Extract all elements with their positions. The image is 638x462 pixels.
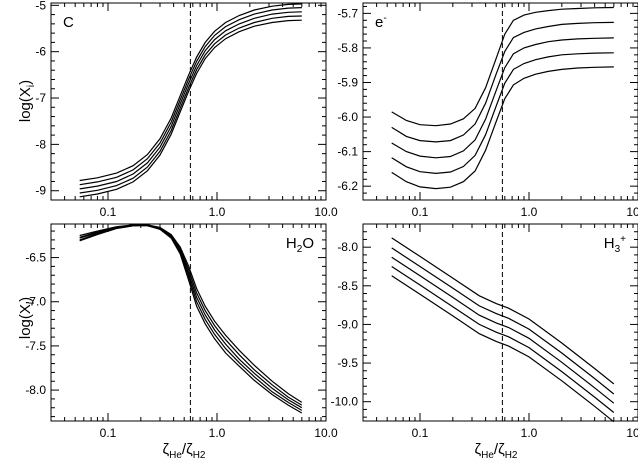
y-tick-label: -8.0 — [25, 383, 46, 397]
plot-frame — [50, 2, 327, 201]
y-tick-label: -6 — [35, 45, 46, 59]
panel-label: e-​ — [375, 13, 387, 31]
y-tick-label: -7.0 — [25, 295, 46, 309]
series-line-5 — [391, 275, 615, 423]
series-line-3 — [391, 37, 614, 159]
series-line-2 — [79, 7, 302, 186]
panel-top-right: 0.1 1.0 10.0 -6.2 -6.1 -6.0 -5.9 -5.8 -5.7 e-​ — [337, 2, 638, 219]
y-tick-label: -6.5 — [25, 251, 46, 265]
x-tick-label: 1.0 — [209, 205, 226, 219]
series-line-5 — [79, 225, 303, 414]
panel-label-part: H — [286, 235, 297, 252]
panel-label-part: C — [63, 14, 74, 31]
x-tick-label: 1.0 — [521, 205, 538, 219]
panel-label-part: 3 — [615, 244, 621, 255]
plot-frame — [50, 223, 327, 422]
x-tick-label: 10.0 — [314, 205, 338, 219]
bottom-ylabel: log(Xi) — [17, 297, 37, 339]
series-line-2 — [391, 21, 614, 143]
y-tick-label: -5 — [35, 0, 46, 12]
series-line-4 — [79, 15, 302, 194]
y-tick-label: -8.0 — [337, 240, 358, 254]
series-line-4 — [391, 265, 615, 413]
x-tick-label: 1.0 — [209, 426, 226, 440]
x-tick-label: 0.1 — [412, 205, 429, 219]
panel-top-left: 0.1 1.0 10.0 -9 -8 -7 -6 -5 C — [35, 0, 338, 219]
series-line-2 — [391, 247, 615, 395]
y-tick-label: -5.8 — [337, 41, 358, 55]
y-tick-label: -5.9 — [337, 75, 358, 89]
x-tick-label: 10.0 — [626, 426, 638, 440]
y-tick-label: -5.7 — [337, 6, 358, 20]
series-line-1 — [391, 237, 615, 385]
panel-label: H2​O — [286, 235, 314, 255]
x-tick-label: 10.0 — [314, 426, 338, 440]
series-line-5 — [79, 19, 302, 198]
y-tick-label: -9 — [35, 184, 46, 198]
series-line-3 — [79, 224, 303, 409]
y-tick-label: -8 — [35, 137, 46, 151]
panel-label: C — [63, 14, 74, 31]
x-tick-label: 10.0 — [626, 205, 638, 219]
y-tick-label: -6.1 — [337, 145, 358, 159]
x-tick-label: 1.0 — [521, 426, 538, 440]
panel-label-part: - — [383, 13, 386, 24]
y-tick-label: -6.0 — [337, 110, 358, 124]
chart-panels: 0.1 1.0 10.0 -9 -8 -7 -6 -5 C 0.1 1.0 10.0 -6.2 -6.1 -… — [25, 0, 638, 440]
left-xlabel: ζHe/ζH2 — [163, 441, 206, 461]
panel-label-part: 2 — [297, 244, 303, 255]
y-tick-label: -6.2 — [337, 179, 358, 193]
panel-label-part: O — [302, 235, 314, 252]
series-line-3 — [79, 11, 302, 190]
top-ylabel: log(Xi) — [17, 80, 37, 122]
y-tick-label: -7.5 — [25, 339, 46, 353]
panel-label-part: e — [375, 14, 383, 31]
panel-bottom-right: 0.1 1.0 10.0 -10.0 -9.5 -9.0 -8.5 -8.0 H3​+​ — [331, 223, 638, 440]
series-line-3 — [391, 256, 615, 404]
series-line-1 — [79, 3, 302, 182]
x-tick-label: 0.1 — [100, 205, 117, 219]
panel-label-part: H — [604, 235, 615, 252]
panel-label: H3​+​ — [604, 234, 626, 255]
y-tick-label: -10.0 — [331, 395, 359, 409]
y-tick-label: -8.5 — [337, 279, 358, 293]
y-tick-label: -7 — [35, 91, 46, 105]
plot-frame — [362, 2, 638, 201]
x-tick-label: 0.1 — [100, 426, 117, 440]
x-tick-label: 0.1 — [412, 426, 429, 440]
panel-bottom-left: 0.1 1.0 10.0 -8.0 -7.5 -7.0 -6.5 H2​O — [25, 223, 338, 440]
series-line-4 — [391, 52, 614, 175]
y-tick-label: -9.0 — [337, 317, 358, 331]
plot-frame — [362, 223, 638, 422]
y-tick-label: -9.5 — [337, 356, 358, 370]
panel-label-part: + — [620, 234, 626, 245]
series-line-5 — [391, 66, 614, 190]
right-xlabel: ζHe/ζH2 — [475, 441, 518, 461]
series-line-1 — [391, 6, 614, 127]
